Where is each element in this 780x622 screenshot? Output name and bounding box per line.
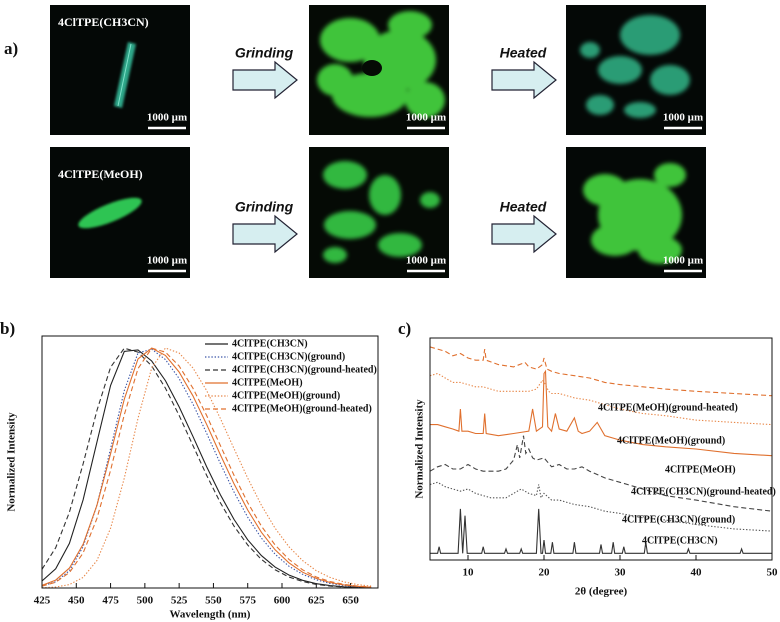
trace-label: 4ClTPE(CH3CN): [642, 535, 718, 546]
series-line: [430, 346, 772, 397]
scale-label: 1000 µm: [147, 255, 187, 267]
series-line: [42, 347, 372, 588]
x-tick-label: 425: [34, 595, 51, 607]
plot-lines: [430, 346, 772, 554]
scale-label: 1000 µm: [406, 112, 446, 124]
x-tick-label: 50: [767, 567, 779, 579]
x-tick-label: 40: [691, 567, 703, 579]
x-tick-label: 20: [539, 567, 551, 579]
step-label: Grinding: [235, 199, 294, 215]
arrow: [491, 60, 557, 100]
plot-lines: [42, 347, 372, 588]
legend-label: 4ClTPE(MeOH)(ground-heated): [232, 403, 372, 414]
arrow: [232, 214, 298, 254]
x-tick-label: 450: [68, 595, 85, 607]
series-line: [42, 347, 372, 588]
x-tick-label: 550: [205, 595, 222, 607]
panel-label: c): [398, 319, 411, 338]
series-line: [42, 349, 372, 588]
micrograph: [50, 5, 190, 135]
legend-label: 4ClTPE(MeOH): [232, 377, 303, 388]
plot-frame: [429, 337, 773, 561]
x-tick-label: 600: [274, 595, 291, 607]
scale-bars: [148, 126, 702, 273]
series-line: [430, 435, 772, 512]
trace-label: 4ClTPE(CH3CN)(ground-heated): [631, 486, 776, 497]
trace-label: 4ClTPE(MeOH)(ground): [617, 435, 725, 446]
legend-label: 4ClTPE(MeOH)(ground): [232, 390, 340, 401]
micrograph: [309, 5, 449, 135]
micrograph: [50, 147, 190, 278]
x-tick-label: 10: [463, 567, 475, 579]
sample-label: 4ClTPE(MeOH): [58, 167, 143, 181]
y-axis-label: Normalized Intensity: [414, 399, 426, 499]
series-line: [430, 369, 772, 457]
scale-label: 1000 µm: [147, 112, 187, 124]
y-axis-label: Normalized Intensity: [6, 412, 18, 512]
micrograph: [566, 147, 706, 278]
legend-label: 4ClTPE(CH3CN)(ground): [232, 351, 345, 362]
trace-label: 4ClTPE(CH3CN)(ground): [622, 514, 735, 525]
x-tick-label: 650: [342, 595, 359, 607]
trace-label: 4ClTPE(MeOH): [665, 464, 736, 475]
micrograph: [309, 147, 449, 278]
series-line: [42, 348, 372, 588]
x-axis-label: Wavelength (nm): [170, 609, 251, 621]
arrow: [491, 214, 557, 254]
micrograph: [566, 5, 706, 135]
step-label: Heated: [500, 45, 547, 61]
series-line: [42, 347, 372, 588]
series-line: [430, 508, 772, 554]
scale-label: 1000 µm: [663, 112, 703, 124]
x-tick-label: 500: [137, 595, 154, 607]
x-tick-label: 475: [102, 595, 119, 607]
series-line: [430, 372, 772, 426]
panel-label: b): [0, 319, 15, 338]
series-line: [42, 347, 372, 588]
arrow: [232, 60, 298, 100]
sample-label: 4ClTPE(CH3CN): [58, 15, 149, 29]
step-label: Grinding: [235, 45, 294, 61]
x-axis-label: 2θ (degree): [575, 586, 628, 598]
plot-frame: [41, 335, 379, 589]
x-tick-label: 30: [615, 567, 627, 579]
x-tick-label: 625: [308, 595, 325, 607]
scale-label: 1000 µm: [406, 255, 446, 267]
step-label: Heated: [500, 199, 547, 215]
trace-label: 4ClTPE(MeOH)(ground-heated): [598, 402, 738, 413]
legend-label: 4ClTPE(CH3CN): [232, 338, 308, 349]
scale-label: 1000 µm: [663, 255, 703, 267]
panel-label: a): [4, 39, 18, 58]
x-tick-label: 575: [239, 595, 256, 607]
x-tick-label: 525: [171, 595, 188, 607]
legend-label: 4ClTPE(CH3CN)(ground-heated): [232, 364, 377, 375]
